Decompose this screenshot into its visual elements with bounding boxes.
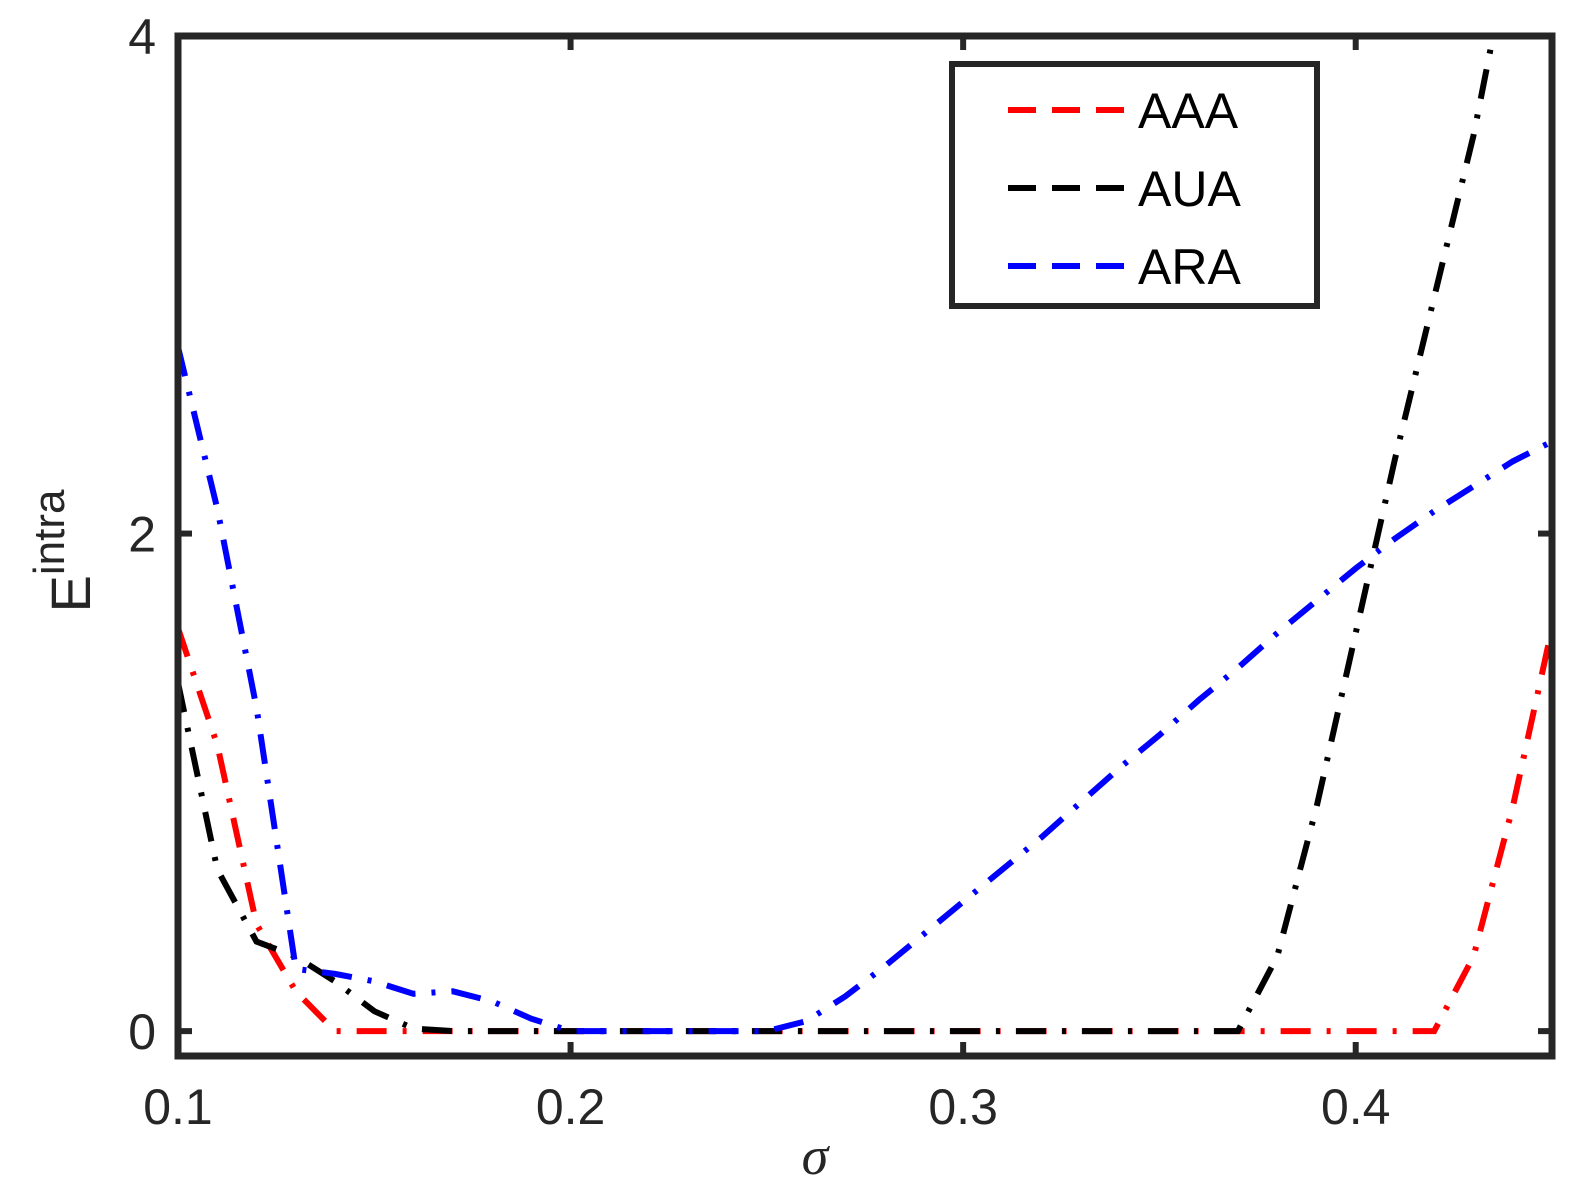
legend-box <box>949 61 1320 309</box>
series-line-aaa <box>175 627 1555 1035</box>
x-axis-label: σ <box>802 1126 831 1186</box>
series-layer <box>175 35 1555 1035</box>
x-tick-label: 0.2 <box>536 1079 606 1135</box>
legend-label-aaa: AAA <box>1138 83 1239 139</box>
plot-frame <box>174 32 1556 1060</box>
y-tick-label: 0 <box>128 1004 156 1060</box>
series-line-ara <box>175 346 1554 1035</box>
y-axis-label: Eintra <box>25 489 102 612</box>
x-tick-label: 0.1 <box>143 1079 213 1135</box>
y-axis-label-base: E <box>39 575 102 612</box>
legend-label-aua: AUA <box>1138 161 1241 217</box>
x-tick-label: 0.3 <box>928 1079 998 1135</box>
x-tick-label: 0.4 <box>1321 1079 1391 1135</box>
y-tick-label: 2 <box>128 507 156 563</box>
y-tick-label: 4 <box>128 9 156 65</box>
tick-layer: 0.1 0.2 0.3 0.4 0 2 4 <box>128 9 1552 1135</box>
series-line-aua <box>175 35 1497 1035</box>
legend-label-ara: ARA <box>1138 239 1241 295</box>
legend: AAA AUA ARA <box>949 61 1320 309</box>
y-axis-label-superscript: intra <box>25 489 74 575</box>
